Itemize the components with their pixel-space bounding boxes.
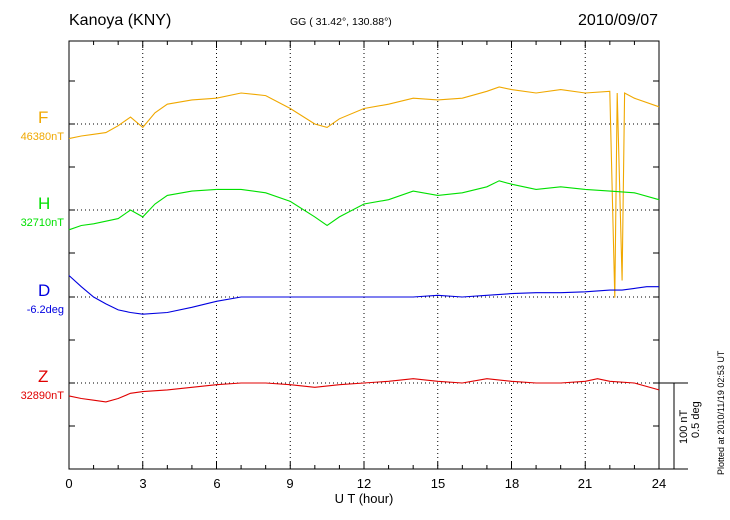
plotted-at-note: Plotted at 2010/11/19 02:53 UT	[716, 350, 726, 475]
x-tick-label: 6	[213, 476, 221, 491]
channel-label-d: D	[38, 281, 51, 300]
channel-baseline-d: -6.2deg	[26, 304, 64, 316]
series-line-h	[68, 180, 660, 231]
x-ticks	[68, 41, 660, 469]
x-tick-label: 24	[651, 476, 667, 491]
channel-label-z: Z	[38, 367, 49, 386]
x-tick-label: 3	[139, 476, 147, 491]
x-tick-label: 0	[65, 476, 73, 491]
x-tick-label: 21	[577, 476, 593, 491]
series-line-f	[68, 86, 660, 298]
scale-deg-label: 0.5 deg	[690, 401, 702, 438]
channel-baseline-z: 32890nT	[20, 390, 64, 402]
channel-baseline-f: 46380nT	[20, 131, 64, 143]
series-line-d	[68, 275, 659, 315]
x-tick-label: 18	[504, 476, 520, 491]
x-tick-label: 9	[286, 476, 294, 491]
series-group	[68, 86, 660, 403]
x-axis-label: U T (hour)	[334, 491, 394, 506]
station-coords: GG ( 31.42°, 130.88°)	[290, 16, 392, 28]
grid	[69, 41, 659, 469]
channel-label-f: F	[38, 108, 49, 127]
x-tick-label: 12	[356, 476, 372, 491]
series-line-z	[68, 378, 660, 403]
plot-date: 2010/09/07	[578, 12, 659, 29]
channel-label-h: H	[38, 194, 51, 213]
channel-baseline-h: 32710nT	[20, 217, 64, 229]
scale-bar	[659, 382, 688, 470]
x-tick-label: 15	[430, 476, 446, 491]
scale-nt-label: 100 nT	[678, 409, 690, 444]
station-title: Kanoya (KNY)	[69, 12, 172, 29]
